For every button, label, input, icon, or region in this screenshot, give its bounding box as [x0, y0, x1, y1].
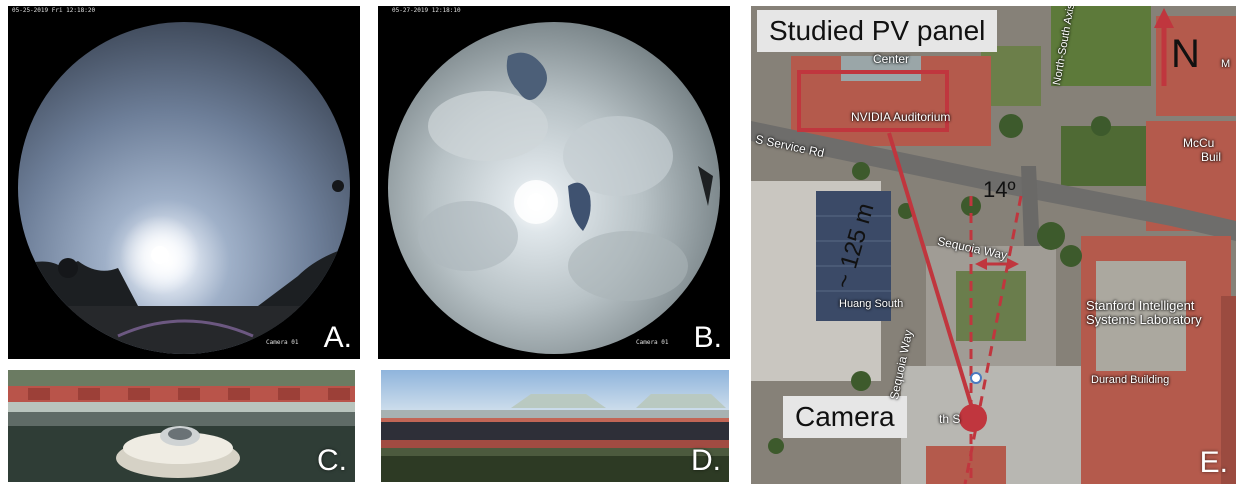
panel-c-camera-photo: C.: [8, 370, 355, 482]
camera-id-b: Camera 01: [636, 339, 669, 346]
panel-b-cloudy-sky: 05-27-2019 12:18:10 Camera 01 B.: [378, 6, 730, 359]
cloudy-sky-fisheye-image: [388, 22, 720, 354]
north-label: N: [1171, 32, 1200, 76]
map-label-mccullough-2: Buil: [1201, 150, 1222, 164]
map-label-south-partial: th S: [939, 412, 961, 426]
panel-e-satellite-map: Studied PV panel Camera N 14º ~ 125 m Ce…: [751, 6, 1236, 484]
roof-camera-image: [8, 370, 355, 482]
timestamp-a: 05-25-2019 Fri 12:18:20: [12, 7, 96, 14]
map-label-center: Center: [873, 52, 910, 66]
panel-a-clear-sky: 05-25-2019 Fri 12:18:20 Camera 01 A.: [8, 6, 360, 359]
panel-d-pv-photo: D.: [381, 370, 729, 482]
map-label-nvidia: NVIDIA Auditorium: [851, 110, 951, 124]
panel-label-a: A.: [323, 321, 352, 354]
camera-callout: Camera: [783, 396, 907, 438]
panel-label-e: E.: [1199, 446, 1228, 479]
panel-label-d: D.: [691, 444, 721, 477]
panel-label-c: C.: [317, 444, 347, 477]
timestamp-b: 05-27-2019 12:18:10: [392, 7, 461, 14]
map-label-durand: Durand Building: [1091, 374, 1170, 386]
map-label-huang-south: Huang South: [839, 298, 904, 310]
panel-label-b: B.: [693, 321, 722, 354]
map-label-stanford-lab-1: Stanford Intelligent: [1086, 298, 1195, 313]
map-label-stanford-lab-2: Systems Laboratory: [1086, 312, 1202, 327]
angle-label: 14º: [983, 177, 1016, 202]
pv-rooftop-image: [381, 370, 729, 482]
map-label-mccullough: McCu: [1183, 136, 1215, 150]
camera-id-a: Camera 01: [266, 339, 299, 346]
clear-sky-fisheye-image: [18, 22, 350, 354]
map-label-m-partial: M: [1221, 58, 1231, 70]
studied-pv-panel-callout: Studied PV panel: [757, 10, 998, 52]
